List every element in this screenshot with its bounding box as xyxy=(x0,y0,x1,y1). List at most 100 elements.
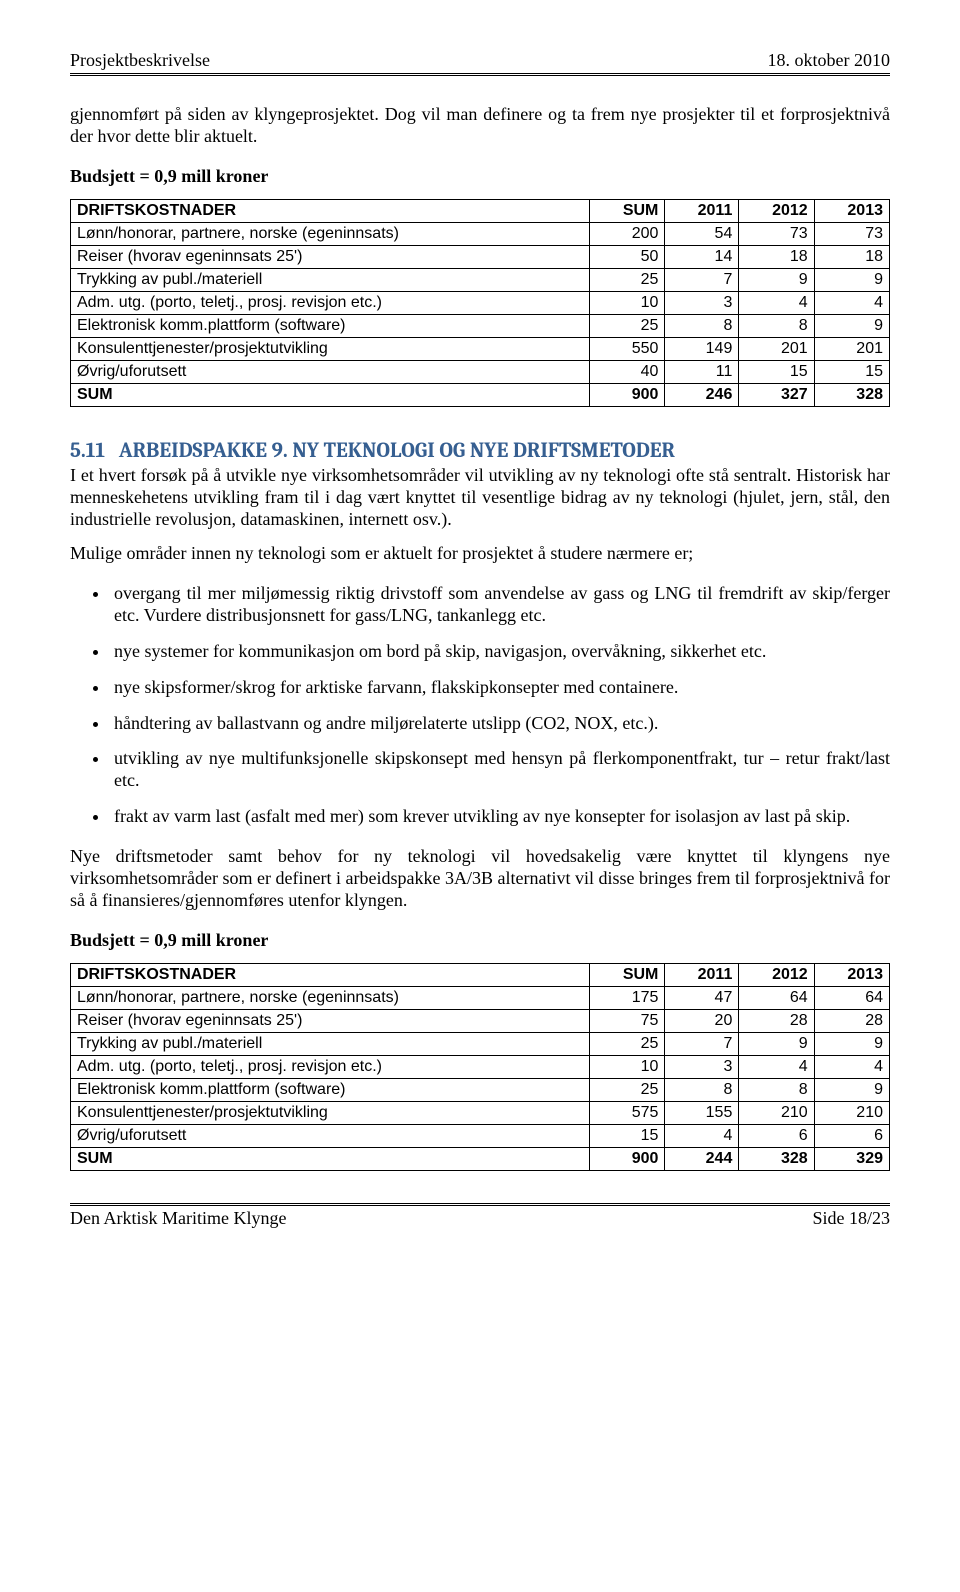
table-cell: 15 xyxy=(739,360,814,383)
table-cell: Øvrig/uforutsett xyxy=(71,360,590,383)
section-number: 5.11 xyxy=(70,439,105,463)
table-cell: Elektronisk komm.plattform (software) xyxy=(71,314,590,337)
table-cell: 4 xyxy=(739,291,814,314)
table-row: Reiser (hvorav egeninnsats 25')50141818 xyxy=(71,245,890,268)
table-cell: 9 xyxy=(814,1079,889,1102)
table-header-row: DRIFTSKOSTNADER SUM 2011 2012 2013 xyxy=(71,199,890,222)
table-row: Adm. utg. (porto, teletj., prosj. revisj… xyxy=(71,291,890,314)
list-item: overgang til mer miljømessig riktig driv… xyxy=(110,583,890,627)
table-cell: Konsulenttjenester/prosjektutvikling xyxy=(71,337,590,360)
table-cell: SUM xyxy=(71,383,590,406)
table-cell: 28 xyxy=(739,1010,814,1033)
table-cell: 73 xyxy=(739,222,814,245)
header-rule xyxy=(70,73,890,76)
col-header: SUM xyxy=(590,199,665,222)
table-row: Trykking av publ./materiell25799 xyxy=(71,268,890,291)
header-right: 18. oktober 2010 xyxy=(768,50,890,71)
table-cell: SUM xyxy=(71,1148,590,1171)
table-cell: 550 xyxy=(590,337,665,360)
table-cell: 9 xyxy=(814,1033,889,1056)
table-cell: 175 xyxy=(590,987,665,1010)
intro-paragraph: gjennomført på siden av klyngeprosjektet… xyxy=(70,104,890,148)
footer-right: Side 18/23 xyxy=(812,1208,890,1229)
table-cell: 4 xyxy=(814,291,889,314)
table-cell: Trykking av publ./materiell xyxy=(71,268,590,291)
section-para-3: Nye driftsmetoder samt behov for ny tekn… xyxy=(70,846,890,912)
table-cell: 20 xyxy=(665,1010,739,1033)
table-row: Konsulenttjenester/prosjektutvikling5501… xyxy=(71,337,890,360)
table-cell: 28 xyxy=(814,1010,889,1033)
table-cell: 328 xyxy=(814,383,889,406)
table-cell: 64 xyxy=(814,987,889,1010)
table-row: Konsulenttjenester/prosjektutvikling5751… xyxy=(71,1102,890,1125)
table-row: Øvrig/uforutsett15466 xyxy=(71,1125,890,1148)
table-cell: 900 xyxy=(590,383,665,406)
table-row: Lønn/honorar, partnere, norske (egeninns… xyxy=(71,222,890,245)
section-heading: 5.11 ARBEIDSPAKKE 9. NY TEKNOLOGI OG NYE… xyxy=(70,439,890,463)
section-para-2: Mulige områder innen ny teknologi som er… xyxy=(70,543,890,565)
section-title-prefix: ARBEIDSPAKKE 9. xyxy=(119,439,288,463)
table-header-row: DRIFTSKOSTNADER SUM 2011 2012 2013 xyxy=(71,964,890,987)
table-cell: 327 xyxy=(739,383,814,406)
table-cell: 7 xyxy=(665,268,739,291)
table-cell: 47 xyxy=(665,987,739,1010)
table-cell: 4 xyxy=(739,1056,814,1079)
table-cell: 6 xyxy=(814,1125,889,1148)
list-item: frakt av varm last (asfalt med mer) som … xyxy=(110,806,890,828)
table-cell: 575 xyxy=(590,1102,665,1125)
table-cell: 329 xyxy=(814,1148,889,1171)
table-cell: 10 xyxy=(590,1056,665,1079)
table-cell: 75 xyxy=(590,1010,665,1033)
table-cell: 200 xyxy=(590,222,665,245)
table-cell: 14 xyxy=(665,245,739,268)
table-cell: 246 xyxy=(665,383,739,406)
list-item: nye skipsformer/skrog for arktiske farva… xyxy=(110,677,890,699)
table-cell: 328 xyxy=(739,1148,814,1171)
table-cell: 9 xyxy=(814,268,889,291)
table-row: Trykking av publ./materiell25799 xyxy=(71,1033,890,1056)
col-header: 2011 xyxy=(665,964,739,987)
table-cell: 25 xyxy=(590,268,665,291)
section-para-1: I et hvert forsøk på å utvikle nye virks… xyxy=(70,465,890,531)
table-cell: 210 xyxy=(739,1102,814,1125)
col-header: 2011 xyxy=(665,199,739,222)
table-cell: Adm. utg. (porto, teletj., prosj. revisj… xyxy=(71,1056,590,1079)
col-header: SUM xyxy=(590,964,665,987)
header-left: Prosjektbeskrivelse xyxy=(70,50,210,71)
table-cell: Øvrig/uforutsett xyxy=(71,1125,590,1148)
table-cell: 201 xyxy=(739,337,814,360)
table-cell: 9 xyxy=(814,314,889,337)
table-cell: 244 xyxy=(665,1148,739,1171)
col-header: 2013 xyxy=(814,199,889,222)
table-cell: Trykking av publ./materiell xyxy=(71,1033,590,1056)
table-cell: 9 xyxy=(739,1033,814,1056)
footer-left: Den Arktisk Maritime Klynge xyxy=(70,1208,286,1229)
table-row: Reiser (hvorav egeninnsats 25')75202828 xyxy=(71,1010,890,1033)
table-cell: 210 xyxy=(814,1102,889,1125)
table-cell: 40 xyxy=(590,360,665,383)
table-cell: 25 xyxy=(590,1079,665,1102)
bullet-list: overgang til mer miljømessig riktig driv… xyxy=(70,583,890,829)
table-row: Øvrig/uforutsett40111515 xyxy=(71,360,890,383)
table-row: Lønn/honorar, partnere, norske (egeninns… xyxy=(71,987,890,1010)
table-cell: Reiser (hvorav egeninnsats 25') xyxy=(71,245,590,268)
table-cell: 50 xyxy=(590,245,665,268)
list-item: utvikling av nye multifunksjonelle skips… xyxy=(110,748,890,792)
table-cell: 8 xyxy=(739,314,814,337)
list-item: nye systemer for kommunikasjon om bord p… xyxy=(110,641,890,663)
section-title-rest: NY TEKNOLOGI OG NYE DRIFTSMETODER xyxy=(292,439,675,463)
table-cell: 9 xyxy=(739,268,814,291)
table-row: Elektronisk komm.plattform (software)258… xyxy=(71,1079,890,1102)
footer-rule xyxy=(70,1203,890,1206)
table-cell: Lønn/honorar, partnere, norske (egeninns… xyxy=(71,222,590,245)
col-header: 2013 xyxy=(814,964,889,987)
table-cell: 155 xyxy=(665,1102,739,1125)
col-header: 2012 xyxy=(739,199,814,222)
table-cell: 7 xyxy=(665,1033,739,1056)
col-header: 2012 xyxy=(739,964,814,987)
table-cell: 15 xyxy=(814,360,889,383)
table-cell: 15 xyxy=(590,1125,665,1148)
table-sum-row: SUM900246327328 xyxy=(71,383,890,406)
table-cell: Elektronisk komm.plattform (software) xyxy=(71,1079,590,1102)
table-cell: 8 xyxy=(665,1079,739,1102)
